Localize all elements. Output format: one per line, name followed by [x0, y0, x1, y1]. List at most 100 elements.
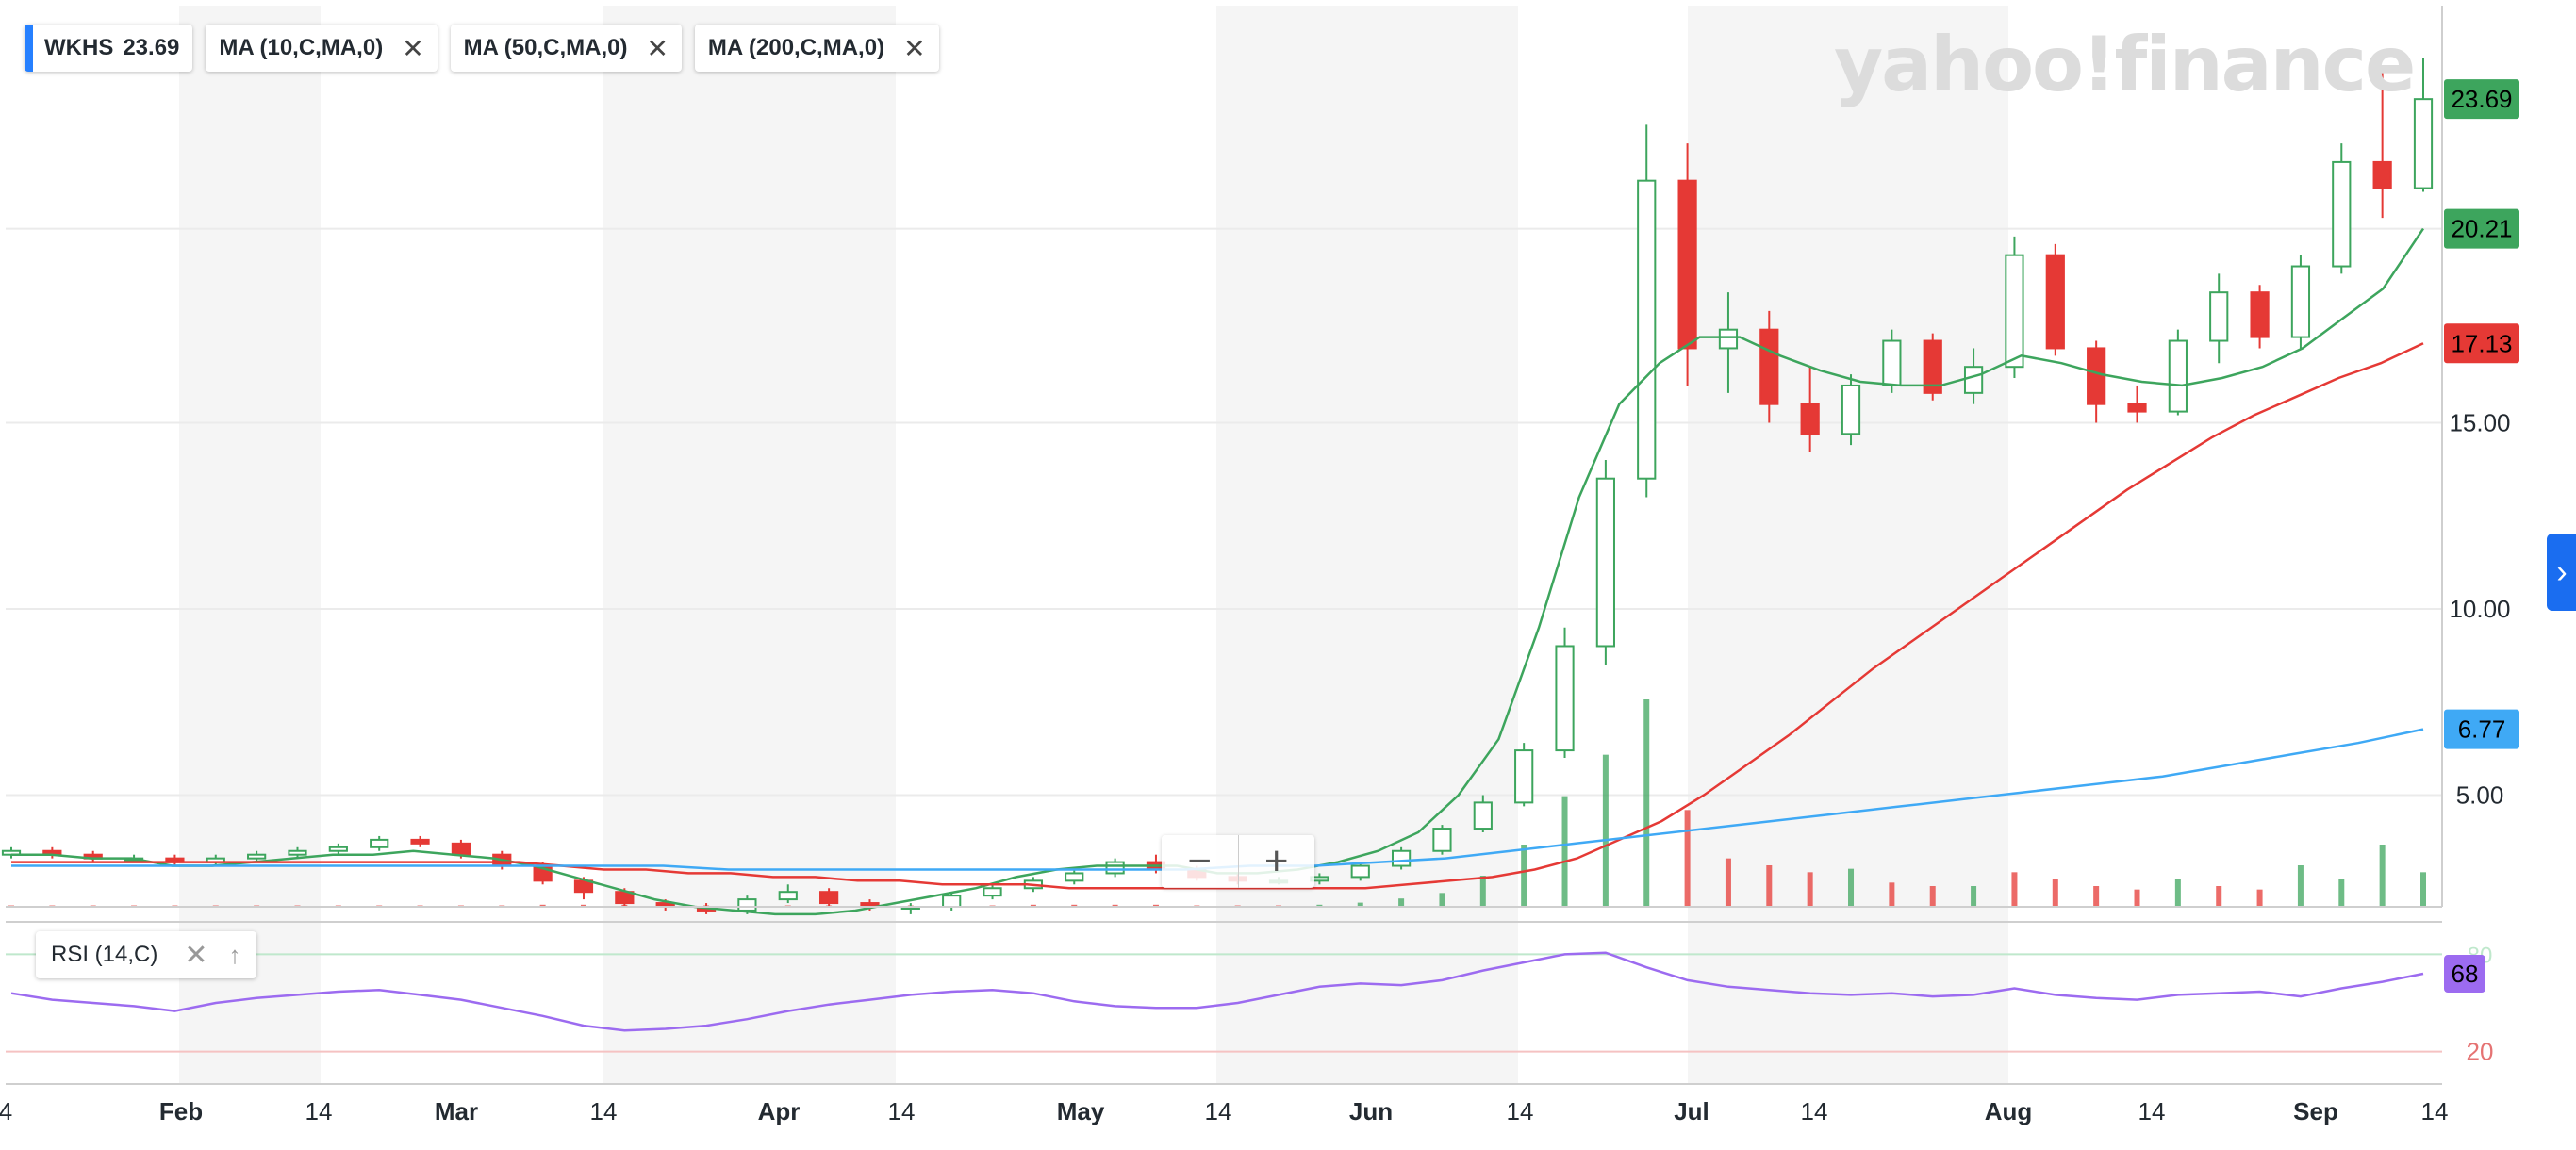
candle-down	[2372, 160, 2392, 189]
candle-up	[942, 895, 962, 908]
candles	[1, 58, 2434, 914]
volume-bar	[2134, 889, 2140, 907]
rsi-chip[interactable]: RSI (14,C) ✕ ↑	[36, 931, 256, 978]
candle-up	[288, 849, 307, 856]
candle-up	[1432, 828, 1452, 852]
candle-up	[328, 846, 348, 852]
close-icon[interactable]: ✕	[184, 939, 208, 971]
close-icon[interactable]: ✕	[402, 33, 424, 63]
symbol-label: WKHS	[44, 35, 114, 60]
x-tick-label: 14	[2421, 1097, 2449, 1125]
ma50-label: MA (50,C,MA,0)	[463, 35, 628, 60]
candle-up	[2413, 98, 2434, 189]
volume-bar	[1929, 886, 1936, 907]
candle-down	[2127, 402, 2147, 413]
x-tick-label: 14	[1205, 1097, 1232, 1125]
candle-down	[410, 838, 430, 845]
price-badges: 23.69 20.21 17.13 6.77	[2444, 79, 2519, 749]
candle-up	[737, 898, 757, 912]
close-icon[interactable]: ✕	[903, 33, 926, 63]
symbol-last-price: 23.69	[123, 35, 180, 60]
candle-down	[2045, 254, 2065, 350]
candle-down	[2087, 347, 2106, 405]
candle-up	[1718, 328, 1739, 350]
x-tick-label: Apr	[758, 1097, 801, 1125]
volume-bar	[2216, 886, 2222, 907]
month-band	[1216, 6, 1518, 1084]
y-tick-label: 15.00	[2449, 408, 2510, 436]
candle-up	[2168, 339, 2188, 413]
volume-bar	[1112, 904, 1118, 907]
candle-up	[1637, 179, 1657, 480]
zoom-in-button[interactable]: +	[1263, 838, 1289, 884]
candle-up	[1350, 864, 1370, 879]
x-tick-label: 14	[1507, 1097, 1534, 1125]
month-band	[1688, 6, 2008, 1084]
rsi-line	[10, 951, 2424, 1032]
volume-bar	[1643, 699, 1650, 907]
candle-up	[1555, 645, 1575, 752]
symbol-chip[interactable]: WKHS 23.69	[25, 25, 193, 72]
legend-row: WKHS 23.69 MA (10,C,MA,0) ✕ MA (50,C,MA,…	[25, 25, 939, 72]
price-badge	[2444, 709, 2519, 749]
candle-up	[1514, 749, 1534, 804]
candle-up	[1473, 801, 1493, 830]
ma200-chip[interactable]: MA (200,C,MA,0) ✕	[694, 25, 939, 72]
candle-up	[1105, 861, 1125, 875]
volume-bar	[2420, 872, 2426, 907]
volume-bar	[2297, 865, 2304, 907]
candle-up	[1065, 872, 1084, 882]
volume-bar	[1766, 865, 1773, 907]
arrow-up-icon[interactable]: ↑	[228, 940, 241, 969]
candle-up	[1391, 849, 1412, 867]
candle-up	[983, 887, 1002, 897]
price-badge-label: 20.21	[2451, 215, 2512, 243]
volume-bar	[1030, 904, 1036, 907]
candle-up	[1882, 339, 1902, 386]
price-badge	[2444, 79, 2519, 120]
zoom-controls: − +	[1162, 835, 1314, 888]
candle-up	[247, 853, 267, 860]
month-band	[179, 6, 321, 1084]
zoom-out-button[interactable]: −	[1162, 835, 1239, 888]
rsi-label: RSI (14,C)	[51, 942, 158, 967]
volume-bar	[2338, 879, 2345, 907]
x-tick-label: 14	[590, 1097, 618, 1125]
x-tick-label: 14	[305, 1097, 333, 1125]
volume-bar	[1479, 876, 1486, 907]
candle-down	[1677, 179, 1697, 350]
rsi-value-badge-label: 68	[2452, 960, 2479, 988]
x-tick-label: Mar	[435, 1097, 478, 1125]
candle-up	[370, 838, 389, 848]
price-badge-label: 17.13	[2451, 329, 2512, 357]
ma10-label: MA (10,C,MA,0)	[219, 35, 384, 60]
side-panel-toggle[interactable]: ›	[2547, 534, 2576, 611]
rsi-oversold-label: 20	[2467, 1038, 2494, 1066]
x-tick-label: Aug	[1985, 1097, 2033, 1125]
candle-down	[1923, 339, 1942, 394]
x-tick-label: Jul	[1674, 1097, 1709, 1125]
volume-bar	[1602, 754, 1609, 907]
candle-up	[2332, 160, 2352, 268]
volume-bar	[1398, 898, 1405, 907]
x-tick-label: Feb	[159, 1097, 203, 1125]
candle-down	[1800, 402, 1820, 435]
volume-bar	[1316, 904, 1323, 907]
price-badge-label: 6.77	[2458, 715, 2506, 744]
candle-down	[2250, 291, 2270, 338]
candle-up	[778, 891, 798, 901]
close-icon[interactable]: ✕	[646, 33, 669, 63]
x-tick-label: 14	[1801, 1097, 1828, 1125]
volume-bar	[1889, 882, 1895, 907]
yahoo-finance-watermark: yahoo!finance	[1834, 21, 2416, 108]
axes: 15.00 10.00 5.00 4 Feb 14 Mar 14 Apr 14 May 14 Jun 14…	[0, 6, 2511, 1125]
price-badge	[2444, 323, 2519, 364]
candle-up	[1841, 384, 1861, 435]
ma200-label: MA (200,C,MA,0)	[707, 35, 885, 60]
volume-bar	[1439, 893, 1445, 907]
ma10-chip[interactable]: MA (10,C,MA,0) ✕	[206, 25, 438, 72]
volume-bar	[1561, 796, 1568, 907]
volume-bar	[1071, 904, 1078, 907]
volume-bar	[1684, 810, 1691, 907]
ma50-chip[interactable]: MA (50,C,MA,0) ✕	[450, 25, 682, 72]
